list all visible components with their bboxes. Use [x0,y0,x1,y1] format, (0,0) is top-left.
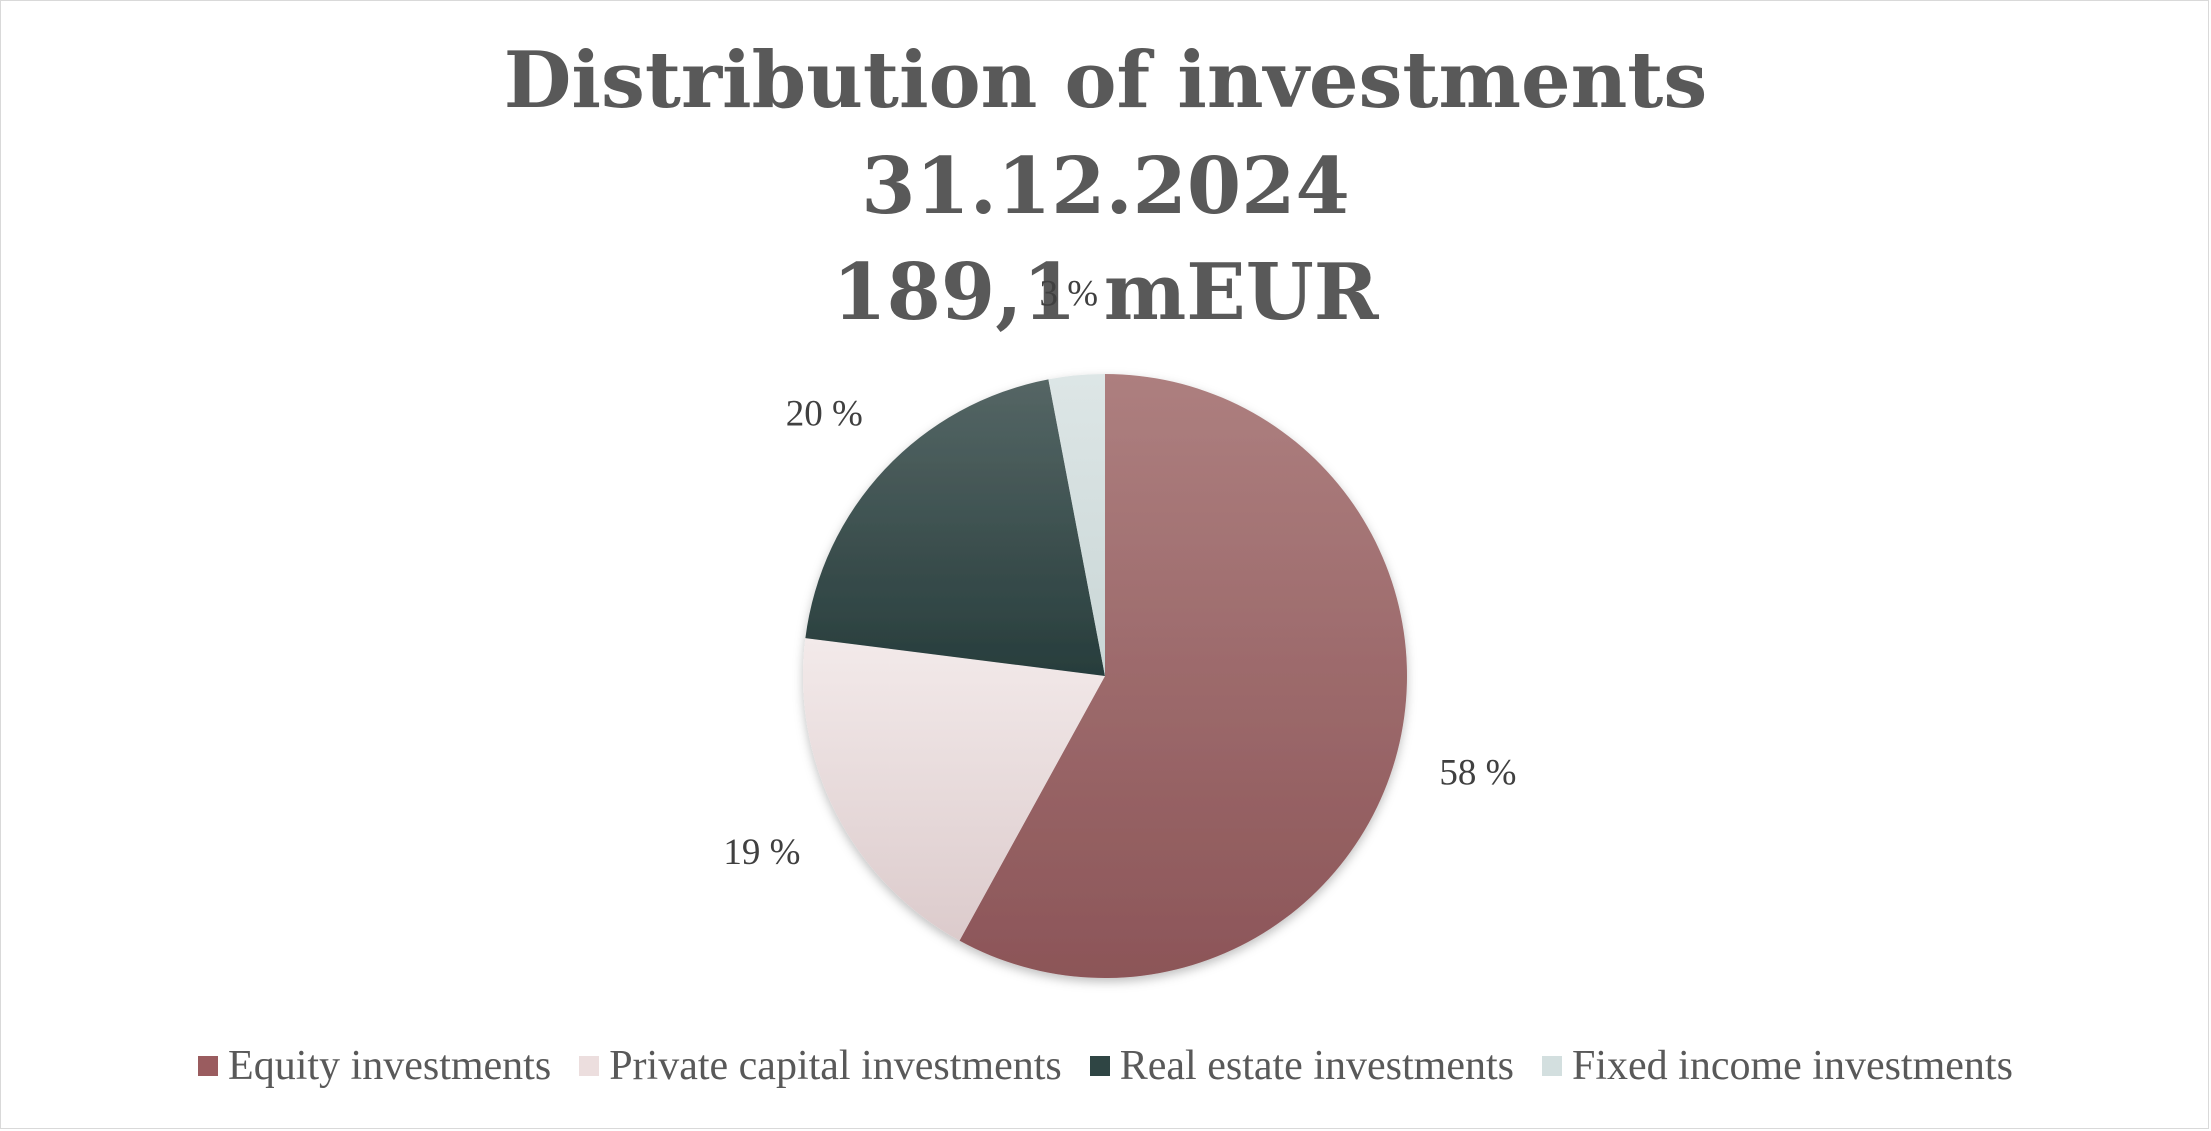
legend-label-private-capital: Private capital investments [609,1043,1062,1089]
legend-label-fixed-income: Fixed income investments [1571,1043,2013,1089]
pie-slice-equity [959,374,1408,978]
data-label-fixed-income: 3 % [1039,274,1098,315]
pie-slice-private-capital [803,638,1105,941]
chart-title: Distribution of investments 31.12.2024 1… [0,28,2211,346]
legend-swatch-equity [198,1056,219,1076]
legend-swatch-private-capital [579,1056,600,1076]
legend-swatch-real-estate [1089,1056,1110,1076]
legend-label-equity: Equity investments [228,1043,552,1089]
legend: Equity investments Private capital inves… [0,1036,2211,1096]
legend-label-real-estate: Real estate investments [1119,1043,1514,1089]
data-label-equity: 58 % [1439,753,1516,794]
legend-swatch-fixed-income [1541,1056,1562,1076]
pie-slice-fixed-income [1048,374,1105,676]
legend-item-fixed-income: Fixed income investments [1541,1042,2013,1090]
legend-item-real-estate: Real estate investments [1089,1042,1514,1090]
chart-title-line-3: 189,1 mEUR [832,247,1379,338]
legend-item-private-capital: Private capital investments [579,1042,1062,1090]
pie-slice-real-estate [805,379,1105,676]
chart-title-line-2: 31.12.2024 [861,141,1350,232]
legend-item-equity: Equity investments [198,1042,551,1090]
data-label-real-estate: 20 % [786,393,863,434]
data-label-private-capital: 19 % [723,832,800,873]
chart-title-line-1: Distribution of investments [503,35,1708,126]
